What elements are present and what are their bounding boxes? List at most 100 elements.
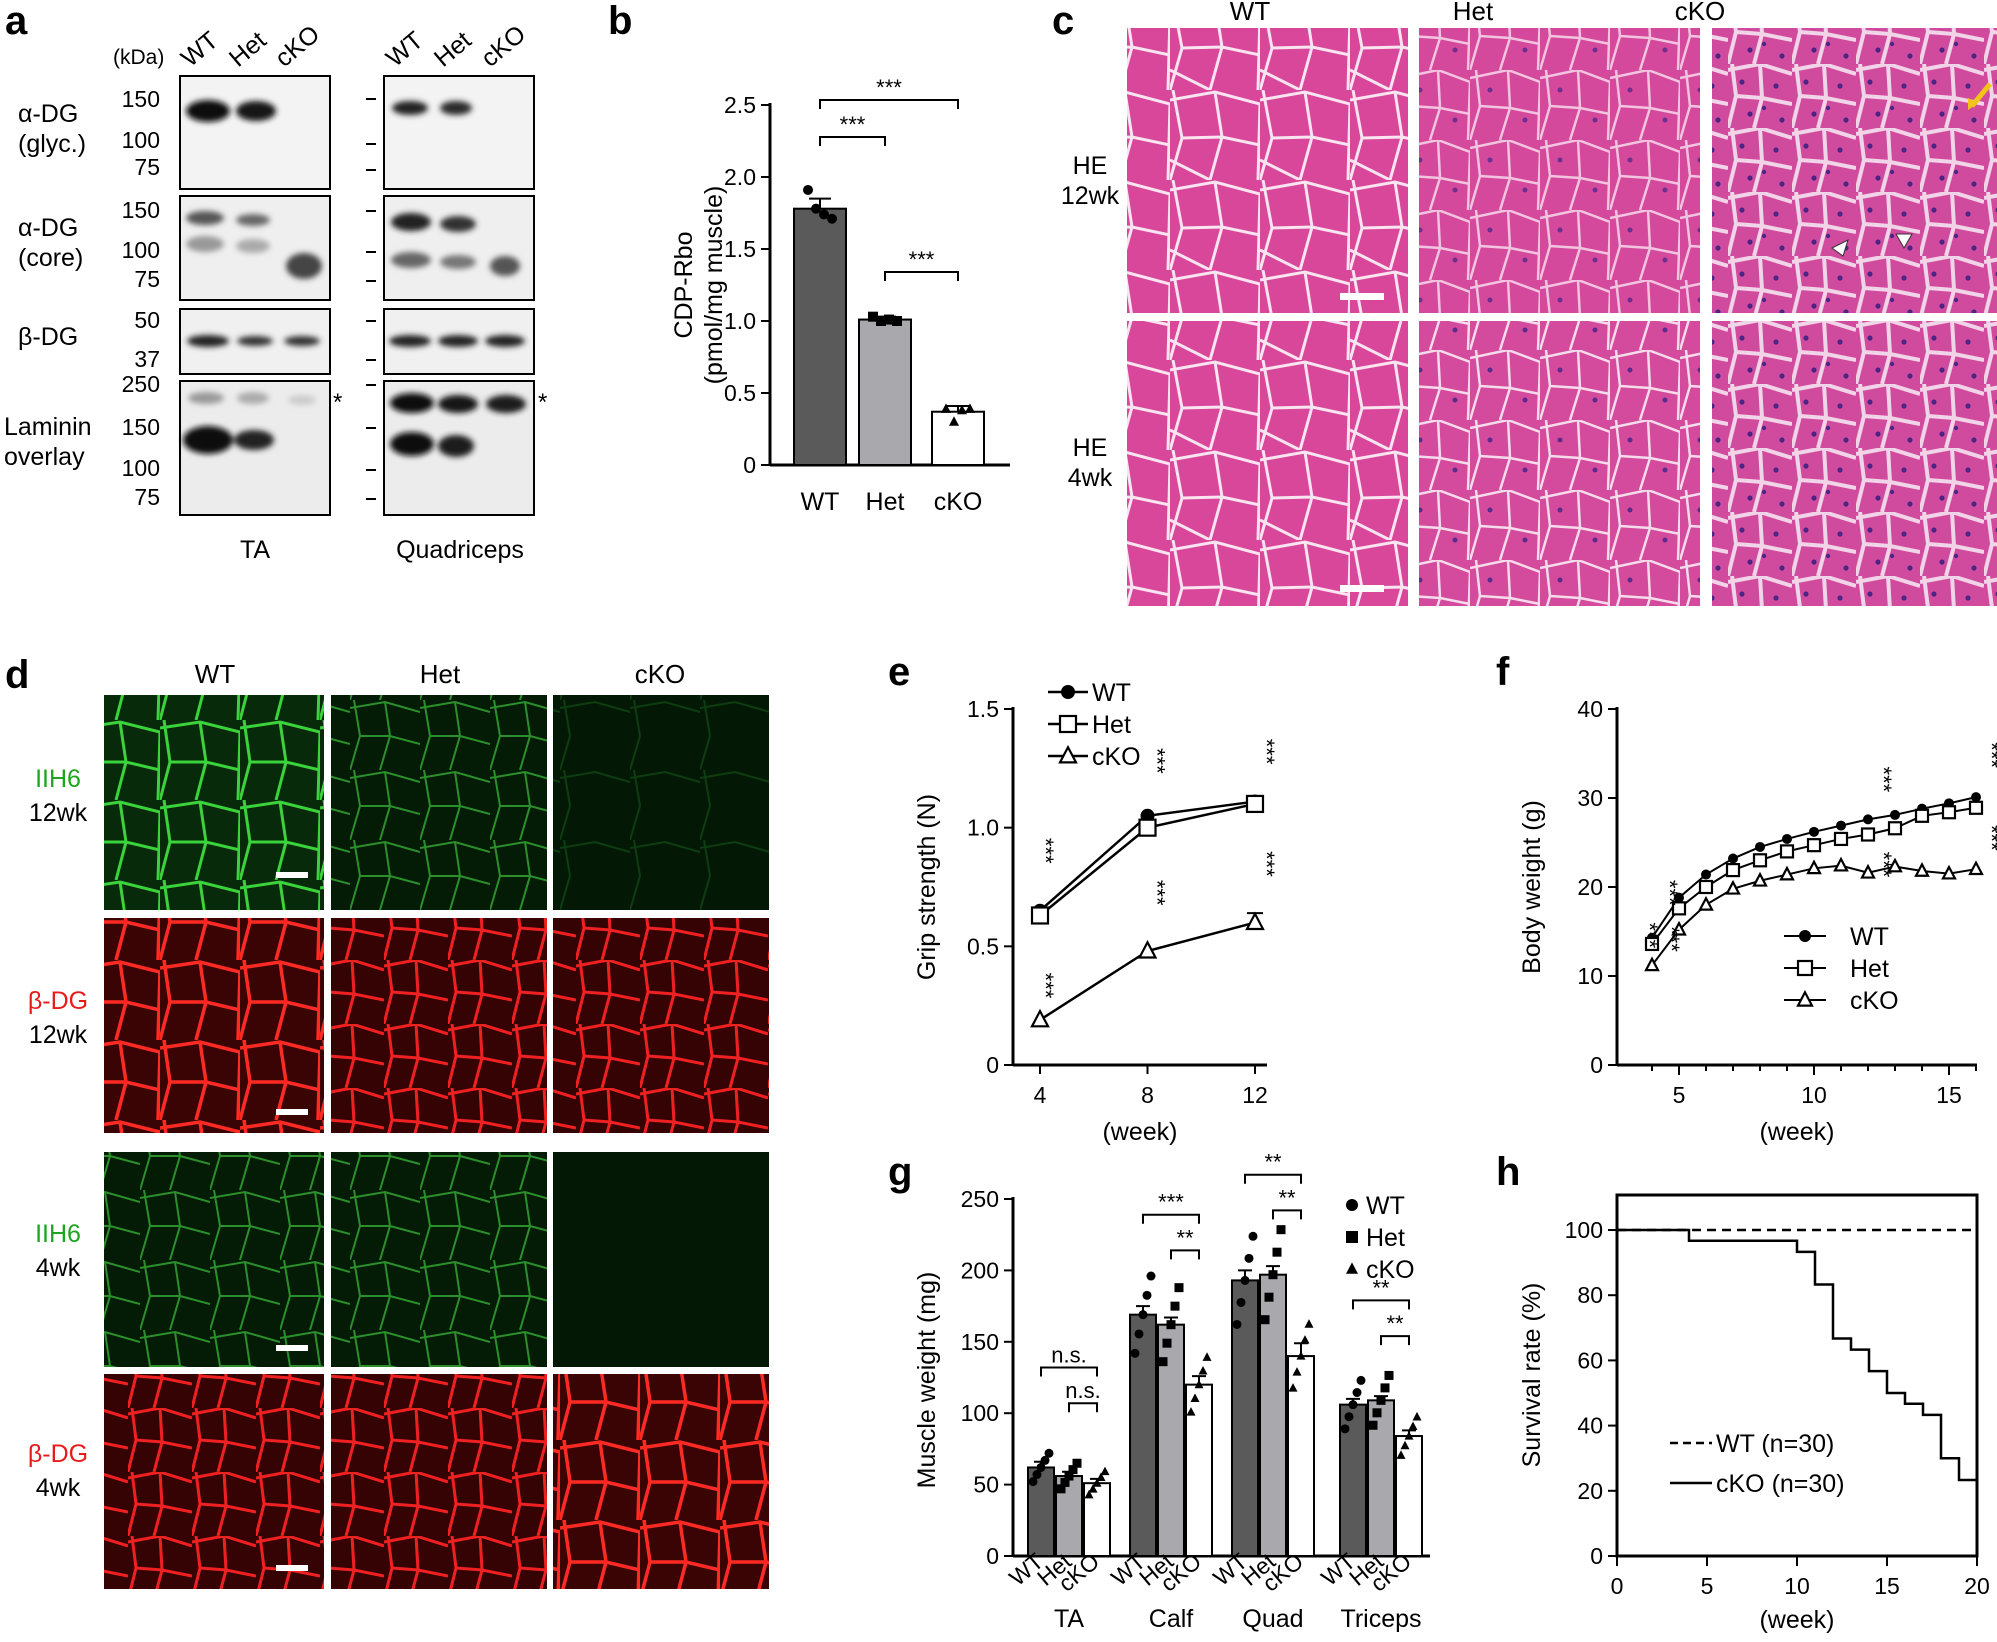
data-point bbox=[803, 184, 813, 195]
blot-quadriceps: * bbox=[366, 75, 547, 516]
data-point bbox=[1300, 1335, 1310, 1344]
lane-wt-quad: WT bbox=[381, 26, 429, 72]
significance-stars: *** bbox=[1033, 973, 1058, 999]
y-tick-label: 250 bbox=[961, 1186, 999, 1212]
x-tick-label: 12 bbox=[1242, 1082, 1268, 1108]
group-label-triceps: Triceps bbox=[1340, 1605, 1421, 1633]
bar-cko bbox=[931, 410, 985, 466]
data-point bbox=[1240, 1275, 1250, 1285]
data-point bbox=[1292, 1367, 1302, 1376]
legend-marker bbox=[1796, 989, 1814, 1007]
panel-e: e 0 0.5 1.0 1.5 4 8 12 (week) Grip strength (N) W… bbox=[888, 650, 1279, 1146]
data-point bbox=[1356, 1375, 1366, 1385]
data-point bbox=[941, 403, 951, 413]
blot-ta: * bbox=[179, 75, 342, 516]
he-image-het-4wk bbox=[1419, 321, 1700, 606]
data-point bbox=[1674, 892, 1684, 903]
sig-bracket-wt-cko-label: *** bbox=[876, 75, 902, 100]
data-point bbox=[1833, 831, 1849, 847]
data-point bbox=[1040, 1455, 1050, 1465]
panel-c-letter: c bbox=[1052, 0, 1074, 43]
data-point bbox=[1779, 865, 1795, 881]
data-point bbox=[1887, 821, 1903, 836]
sig-bracket-het-cko bbox=[1380, 1335, 1410, 1346]
data-point bbox=[1941, 864, 1957, 880]
data-point bbox=[1971, 792, 1981, 803]
mw-150-r2: 150 bbox=[122, 197, 160, 223]
chart-f: 0 10 20 30 40 5 10 15 (week) Body weight (g) WT Het… bbox=[1518, 696, 1997, 1146]
data-point bbox=[1340, 1424, 1350, 1434]
y-tick-label: 1.5 bbox=[724, 236, 756, 262]
data-point bbox=[1833, 856, 1849, 872]
y-tick-label: 100 bbox=[961, 1400, 999, 1426]
data-point bbox=[1890, 809, 1900, 820]
data-point bbox=[1162, 1338, 1172, 1348]
y-tick-label: 1.0 bbox=[724, 308, 756, 334]
he-image-wt-12wk bbox=[1127, 28, 1408, 313]
data-point bbox=[1701, 869, 1711, 880]
x-tick-label: 15 bbox=[1874, 1573, 1900, 1599]
data-point bbox=[1264, 1292, 1274, 1302]
x-axis-label: (week) bbox=[1759, 1606, 1834, 1634]
data-point bbox=[1044, 1448, 1054, 1458]
if-image-bdg-wt-12wk bbox=[104, 918, 324, 1133]
x-tick-label: 5 bbox=[1701, 1573, 1714, 1599]
panel-b-letter: b bbox=[608, 0, 632, 43]
data-point bbox=[1084, 1489, 1094, 1499]
significance-stars: *** bbox=[1033, 838, 1058, 864]
y-tick-label: 20 bbox=[1577, 874, 1603, 900]
series-line-cko bbox=[1617, 1228, 1977, 1482]
lane-wt-ta: WT bbox=[176, 26, 224, 72]
y-tick-label: 2.0 bbox=[724, 164, 756, 190]
y-tick-label: 50 bbox=[973, 1472, 999, 1498]
sig-bracket-het-cko-label: n.s. bbox=[1065, 1378, 1100, 1403]
data-point bbox=[1728, 853, 1738, 864]
group-label-quad: Quad bbox=[1242, 1605, 1303, 1633]
panel-a-letter: a bbox=[5, 0, 28, 43]
data-point bbox=[1236, 1297, 1246, 1307]
mw-tick-labels: 150 100 75 150 100 75 50 37 250 150 100 … bbox=[122, 86, 160, 510]
data-point bbox=[1698, 879, 1714, 895]
data-point bbox=[1245, 911, 1265, 931]
data-point bbox=[1752, 871, 1768, 887]
data-point bbox=[1887, 857, 1903, 873]
data-point bbox=[1260, 1315, 1270, 1325]
data-point bbox=[1376, 1395, 1386, 1405]
mw-37-r3: 37 bbox=[134, 346, 160, 372]
row-label-bdg: β-DG bbox=[18, 323, 78, 351]
row-label-adg-core-2: (core) bbox=[18, 244, 83, 272]
he-image-cko-4wk bbox=[1712, 321, 1997, 606]
panel-g: g 0 50 100 150 200 250 Muscle weight (mg) WT Het… bbox=[888, 1150, 1430, 1633]
data-point bbox=[1138, 1310, 1148, 1320]
panel-h-letter: h bbox=[1496, 1150, 1520, 1194]
legend-marker bbox=[1058, 714, 1078, 734]
panel-a: a (kDa) WT Het cKO WT Het cKO α-DG (glyc… bbox=[4, 0, 547, 564]
data-point bbox=[1088, 1484, 1098, 1493]
he-image-wt-4wk bbox=[1127, 321, 1408, 606]
yellow-arrow-head-icon bbox=[1968, 98, 1978, 110]
if-row2-stain: β-DG bbox=[28, 987, 88, 1015]
if-row4-age: 4wk bbox=[36, 1474, 81, 1502]
if-row1-stain: IIH6 bbox=[35, 765, 81, 793]
if-col-wt: WT bbox=[195, 659, 236, 689]
x-tick-label: 20 bbox=[1964, 1573, 1990, 1599]
sig-bracket-wt-cko bbox=[1244, 1173, 1302, 1184]
y-tick-label: 80 bbox=[1577, 1282, 1603, 1308]
x-tick-label: 10 bbox=[1801, 1082, 1827, 1108]
if-image-bdg-het-12wk bbox=[331, 918, 547, 1133]
lane-cko-quad: cKO bbox=[476, 20, 531, 73]
row-label-laminin: Laminin bbox=[4, 413, 92, 441]
if-image-iih6-wt-4wk bbox=[104, 1152, 324, 1367]
data-point bbox=[1202, 1352, 1212, 1361]
data-point bbox=[1130, 1348, 1140, 1358]
data-point bbox=[1056, 1484, 1066, 1494]
data-point bbox=[1725, 879, 1741, 895]
data-point bbox=[1244, 1253, 1254, 1263]
sig-bracket-het-cko bbox=[1272, 1209, 1302, 1220]
data-point bbox=[1174, 1283, 1184, 1293]
y-tick-label: 0 bbox=[1590, 1052, 1603, 1078]
data-point bbox=[1268, 1270, 1278, 1280]
sig-bracket-wt-cko bbox=[1142, 1213, 1200, 1224]
group-label-calf: Calf bbox=[1149, 1605, 1194, 1633]
legend-label: cKO bbox=[1366, 1256, 1415, 1284]
